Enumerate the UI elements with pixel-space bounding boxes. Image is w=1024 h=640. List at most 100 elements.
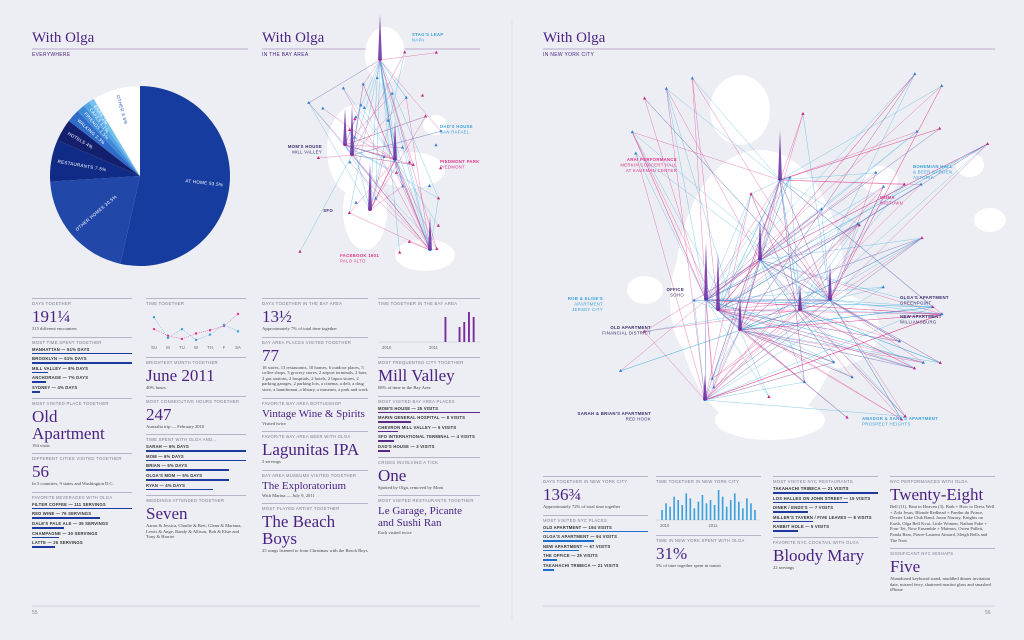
list-item: FILTER COFFEE — 111 SERVINGS bbox=[32, 501, 106, 507]
stat-note: Visited twice bbox=[262, 420, 287, 426]
stat-label: BAY AREA PLACES VISITED TOGETHER bbox=[262, 339, 352, 345]
route bbox=[779, 128, 940, 181]
list-item: RABBIT HOLE — 5 VISITS bbox=[773, 524, 830, 530]
stat-block: MOST VISITED RESTAURANTS TOGETHER Le Gara… bbox=[378, 495, 480, 536]
place-marker bbox=[819, 207, 824, 211]
route bbox=[799, 309, 853, 378]
list-item: THE OFFICE — 25 VISITS bbox=[543, 553, 598, 559]
stat-note: 22 servings bbox=[773, 564, 795, 570]
route bbox=[705, 299, 848, 418]
route bbox=[704, 306, 933, 401]
bar bbox=[673, 496, 675, 520]
stat-value: The Beach Boys bbox=[262, 512, 336, 549]
route bbox=[739, 329, 805, 383]
route bbox=[705, 299, 942, 315]
route bbox=[318, 154, 353, 159]
land-blob bbox=[670, 240, 730, 360]
route bbox=[379, 59, 407, 98]
place-marker bbox=[920, 236, 924, 240]
item-bar bbox=[32, 546, 56, 548]
land-blob bbox=[956, 153, 984, 177]
list-item: LATTE — 26 SERVINGS bbox=[32, 540, 83, 546]
route bbox=[379, 59, 442, 132]
place-marker bbox=[630, 130, 634, 134]
stat-value: Vintage Wine & Spirits bbox=[262, 407, 365, 420]
bar bbox=[661, 510, 663, 520]
land-blob bbox=[395, 239, 455, 271]
route bbox=[829, 299, 933, 308]
route bbox=[717, 186, 884, 311]
series-point bbox=[208, 333, 212, 336]
stat-label: DAYS TOGETHER IN NEW YORK CITY bbox=[543, 479, 628, 484]
list-item: ANCHORAGE — 7% DAYS bbox=[32, 375, 89, 381]
land-blob bbox=[715, 400, 825, 440]
place-marker bbox=[850, 375, 854, 379]
map-label: APARTMENT bbox=[574, 302, 603, 307]
place-marker bbox=[634, 151, 638, 155]
place-marker bbox=[398, 250, 402, 254]
series-point bbox=[180, 327, 184, 331]
stat-note: 40% hours bbox=[146, 385, 166, 390]
place-marker bbox=[692, 298, 696, 302]
bar bbox=[468, 312, 470, 342]
route bbox=[717, 309, 834, 363]
item-bar bbox=[146, 459, 246, 462]
route bbox=[779, 179, 933, 308]
bar bbox=[717, 490, 720, 520]
stat-value: Mill Valley bbox=[378, 366, 455, 385]
route bbox=[349, 162, 431, 251]
stat-label: FAVORITE BAY AREA BOTTLESHOP bbox=[262, 400, 342, 406]
route bbox=[829, 299, 941, 364]
section-title: With Olga bbox=[32, 30, 95, 46]
stat-value: Lagunitas IPA bbox=[262, 440, 360, 460]
stat-block: MOST VISITED PLACE TOGETHER Old Apartment… bbox=[32, 397, 132, 449]
place-marker bbox=[856, 221, 860, 225]
place-marker bbox=[985, 141, 990, 145]
map-label: MERKIN CONCERT HALL bbox=[620, 163, 677, 168]
mini-chart: SU M TU W TH F SA bbox=[151, 312, 241, 350]
place-marker bbox=[353, 135, 357, 139]
stat-value: Bloody Mary bbox=[773, 545, 865, 565]
route bbox=[759, 186, 884, 261]
stat-block: BAY AREA MUSEUMS VISITED TOGETHER The Exp… bbox=[262, 469, 368, 499]
spike bbox=[703, 373, 707, 400]
bar bbox=[665, 503, 667, 520]
place-marker bbox=[642, 96, 647, 100]
route bbox=[704, 223, 859, 401]
route bbox=[739, 329, 770, 398]
route bbox=[363, 59, 381, 85]
route bbox=[705, 143, 988, 301]
route bbox=[713, 329, 741, 388]
stat-note: 18 stores, 13 restaurants, 10 homes, 6 o… bbox=[262, 364, 368, 392]
map bbox=[618, 72, 1006, 440]
map-label: RED HOOK bbox=[626, 417, 651, 422]
stat-value: One bbox=[378, 465, 407, 485]
route bbox=[704, 381, 805, 401]
item-bar bbox=[773, 511, 808, 513]
stat-block: DAYS TOGETHER 191¼ 315 different encounter… bbox=[32, 298, 132, 332]
place-marker bbox=[915, 129, 919, 133]
item-bar bbox=[32, 362, 132, 364]
stat-note: 5% of time together spent in transit bbox=[656, 563, 721, 568]
series-point bbox=[180, 337, 184, 341]
spike bbox=[798, 284, 802, 310]
map-label: BOHEMIAN HALL bbox=[913, 164, 953, 169]
pie-slice bbox=[50, 176, 140, 264]
stat-block: TIME TOGETHER SU M TU W TH F SA bbox=[146, 298, 246, 352]
route bbox=[666, 88, 761, 261]
bar bbox=[463, 322, 466, 342]
map-label: SFO bbox=[323, 208, 333, 213]
route bbox=[666, 88, 781, 181]
map-label: NAPA bbox=[412, 38, 425, 43]
stat-column: TIME TOGETHER IN NEW YORK CITY 2010 2011 TI… bbox=[656, 476, 761, 574]
stat-label: TIME TOGETHER IN THE BAY AREA bbox=[378, 301, 458, 306]
pie-slice bbox=[88, 98, 140, 176]
item-bar bbox=[378, 430, 399, 433]
x-tick-label: M bbox=[166, 345, 170, 350]
route bbox=[802, 113, 831, 301]
stat-block: MOST FREQUENTED CITY TOGETHER Mill Valley… bbox=[378, 357, 480, 391]
stat-column: DAYS TOGETHER IN THE BAY AREA 13½ Approxim… bbox=[262, 298, 368, 559]
route bbox=[308, 102, 353, 156]
